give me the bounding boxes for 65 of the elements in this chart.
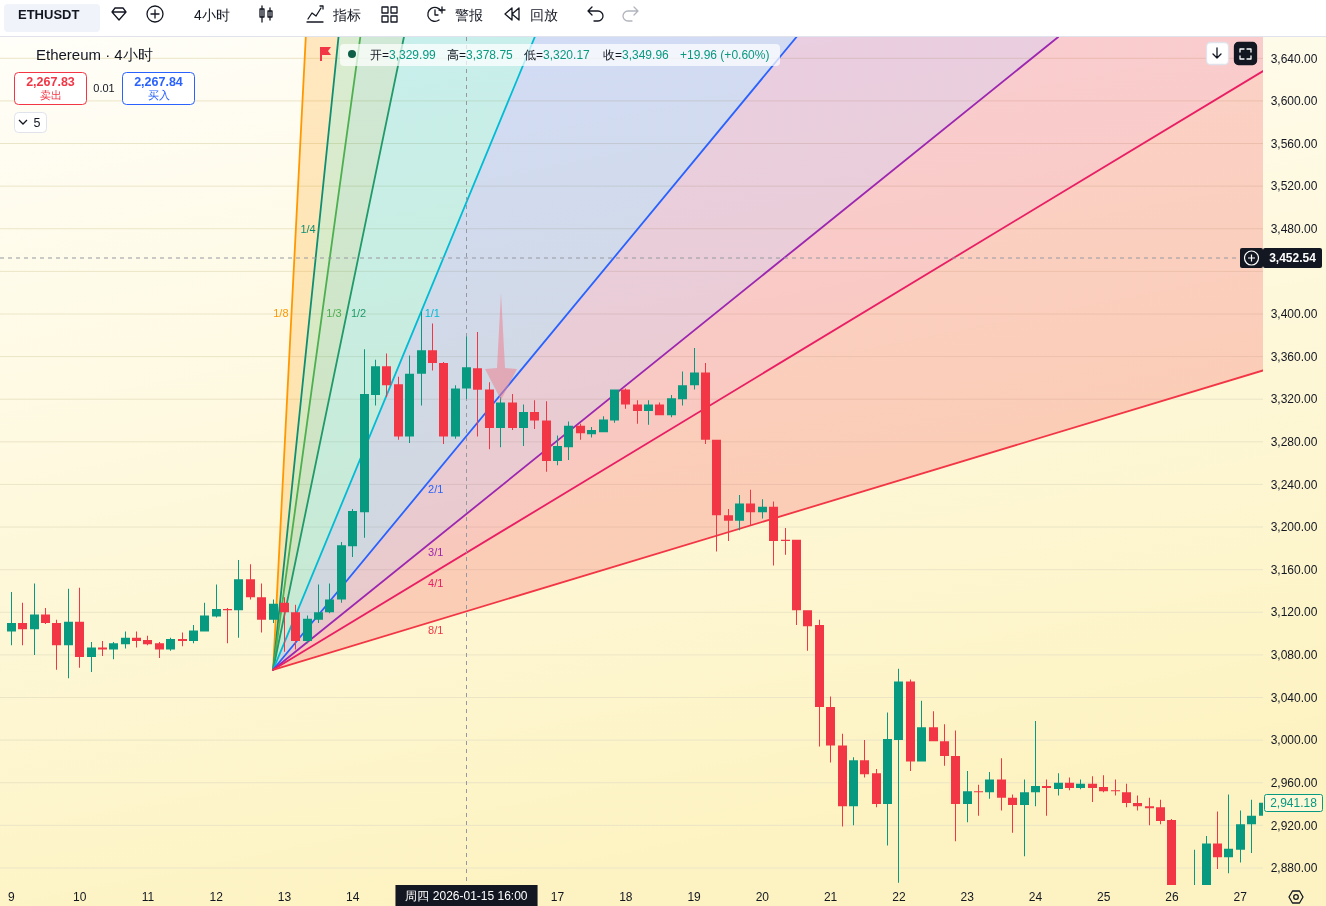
y-tick-label: 3,280.00 <box>1270 435 1318 450</box>
x-tick-label: 27 <box>1233 890 1248 904</box>
series-label: 1/2 <box>350 306 367 319</box>
x-tick-label: 12 <box>209 890 224 904</box>
x-tick-label: 9 <box>8 890 16 904</box>
y-tick-label: 3,360.00 <box>1270 349 1318 364</box>
series-label: 1/1 <box>424 306 440 319</box>
x-tick-label: 11 <box>141 890 155 904</box>
annotation: 0.01 <box>93 82 115 94</box>
annotation: 买入 <box>147 89 170 101</box>
annotation: +19.96 (+0.60%) <box>680 48 770 62</box>
y-tick-label: 3,200.00 <box>1270 520 1318 535</box>
text: ETHUSDT <box>18 7 80 22</box>
x-tick-label: 17 <box>550 890 565 904</box>
y-tick-label: 3,600.00 <box>1270 94 1318 109</box>
x-tick-label: 20 <box>755 890 770 904</box>
text: Ethereum · 4小时 <box>36 46 153 63</box>
series-label: 3/1 <box>428 545 444 558</box>
annotation: 收=3,349.96 <box>603 48 670 62</box>
y-tick-label: 3,640.00 <box>1270 51 1318 66</box>
series-label: 2/1 <box>428 483 444 496</box>
annotation: 2,267.84 <box>134 74 183 89</box>
series-label: 1/3 <box>326 306 342 319</box>
y-tick-label: 2,920.00 <box>1270 818 1318 833</box>
text: 回放 <box>530 7 558 23</box>
y-tick-label: 3,520.00 <box>1270 179 1318 194</box>
text: 2,941.18 <box>1270 796 1318 811</box>
x-tick-label: 25 <box>1097 890 1111 904</box>
text: 警报 <box>455 7 483 23</box>
y-tick-label: 3,560.00 <box>1270 136 1318 151</box>
x-tick-label: 10 <box>72 890 87 904</box>
series-label: 1/4 <box>300 222 316 235</box>
y-tick-label: 3,240.00 <box>1270 477 1318 492</box>
x-tick-label: 21 <box>823 890 838 904</box>
y-tick-label: 3,040.00 <box>1270 690 1318 705</box>
x-tick-label: 24 <box>1028 890 1043 904</box>
y-tick-label: 3,000.00 <box>1270 733 1318 748</box>
y-tick-label: 3,160.00 <box>1270 562 1318 577</box>
y-tick-label: 3,480.00 <box>1270 221 1318 236</box>
x-tick-label: 19 <box>687 890 702 904</box>
annotation: 低=3,320.17 <box>524 48 591 62</box>
y-tick-label: 3,120.00 <box>1270 605 1318 620</box>
x-tick-label: 13 <box>277 890 292 904</box>
x-tick-label: 14 <box>346 890 360 904</box>
annotation: 高=3,378.75 <box>447 48 514 62</box>
y-tick-label: 3,400.00 <box>1270 307 1318 322</box>
x-tick-label: 22 <box>892 890 906 904</box>
y-tick-label: 3,320.00 <box>1270 392 1318 407</box>
y-tick-label: 2,960.00 <box>1270 775 1318 790</box>
text: 指标 <box>332 7 361 23</box>
x-tick-label: 18 <box>619 890 633 904</box>
y-tick-label: 2,880.00 <box>1270 861 1318 876</box>
annotation: 卖出 <box>39 89 62 101</box>
y-tick-label: 3,080.00 <box>1270 648 1318 663</box>
text: 4小时 <box>194 6 230 23</box>
ref-line-label: 周四 2026-01-15 16:00 <box>405 889 528 903</box>
x-tick-label: 26 <box>1165 890 1179 904</box>
series-label: 1/8 <box>273 306 289 319</box>
ref-line-label: 3,452.54 <box>1269 251 1317 266</box>
x-tick-label: 23 <box>960 890 975 904</box>
annotation: 5 <box>33 116 41 130</box>
annotation: 2,267.83 <box>26 74 75 89</box>
annotation: 开=3,329.99 <box>370 48 437 62</box>
series-label: 8/1 <box>428 623 444 636</box>
series-label: 4/1 <box>428 577 444 590</box>
